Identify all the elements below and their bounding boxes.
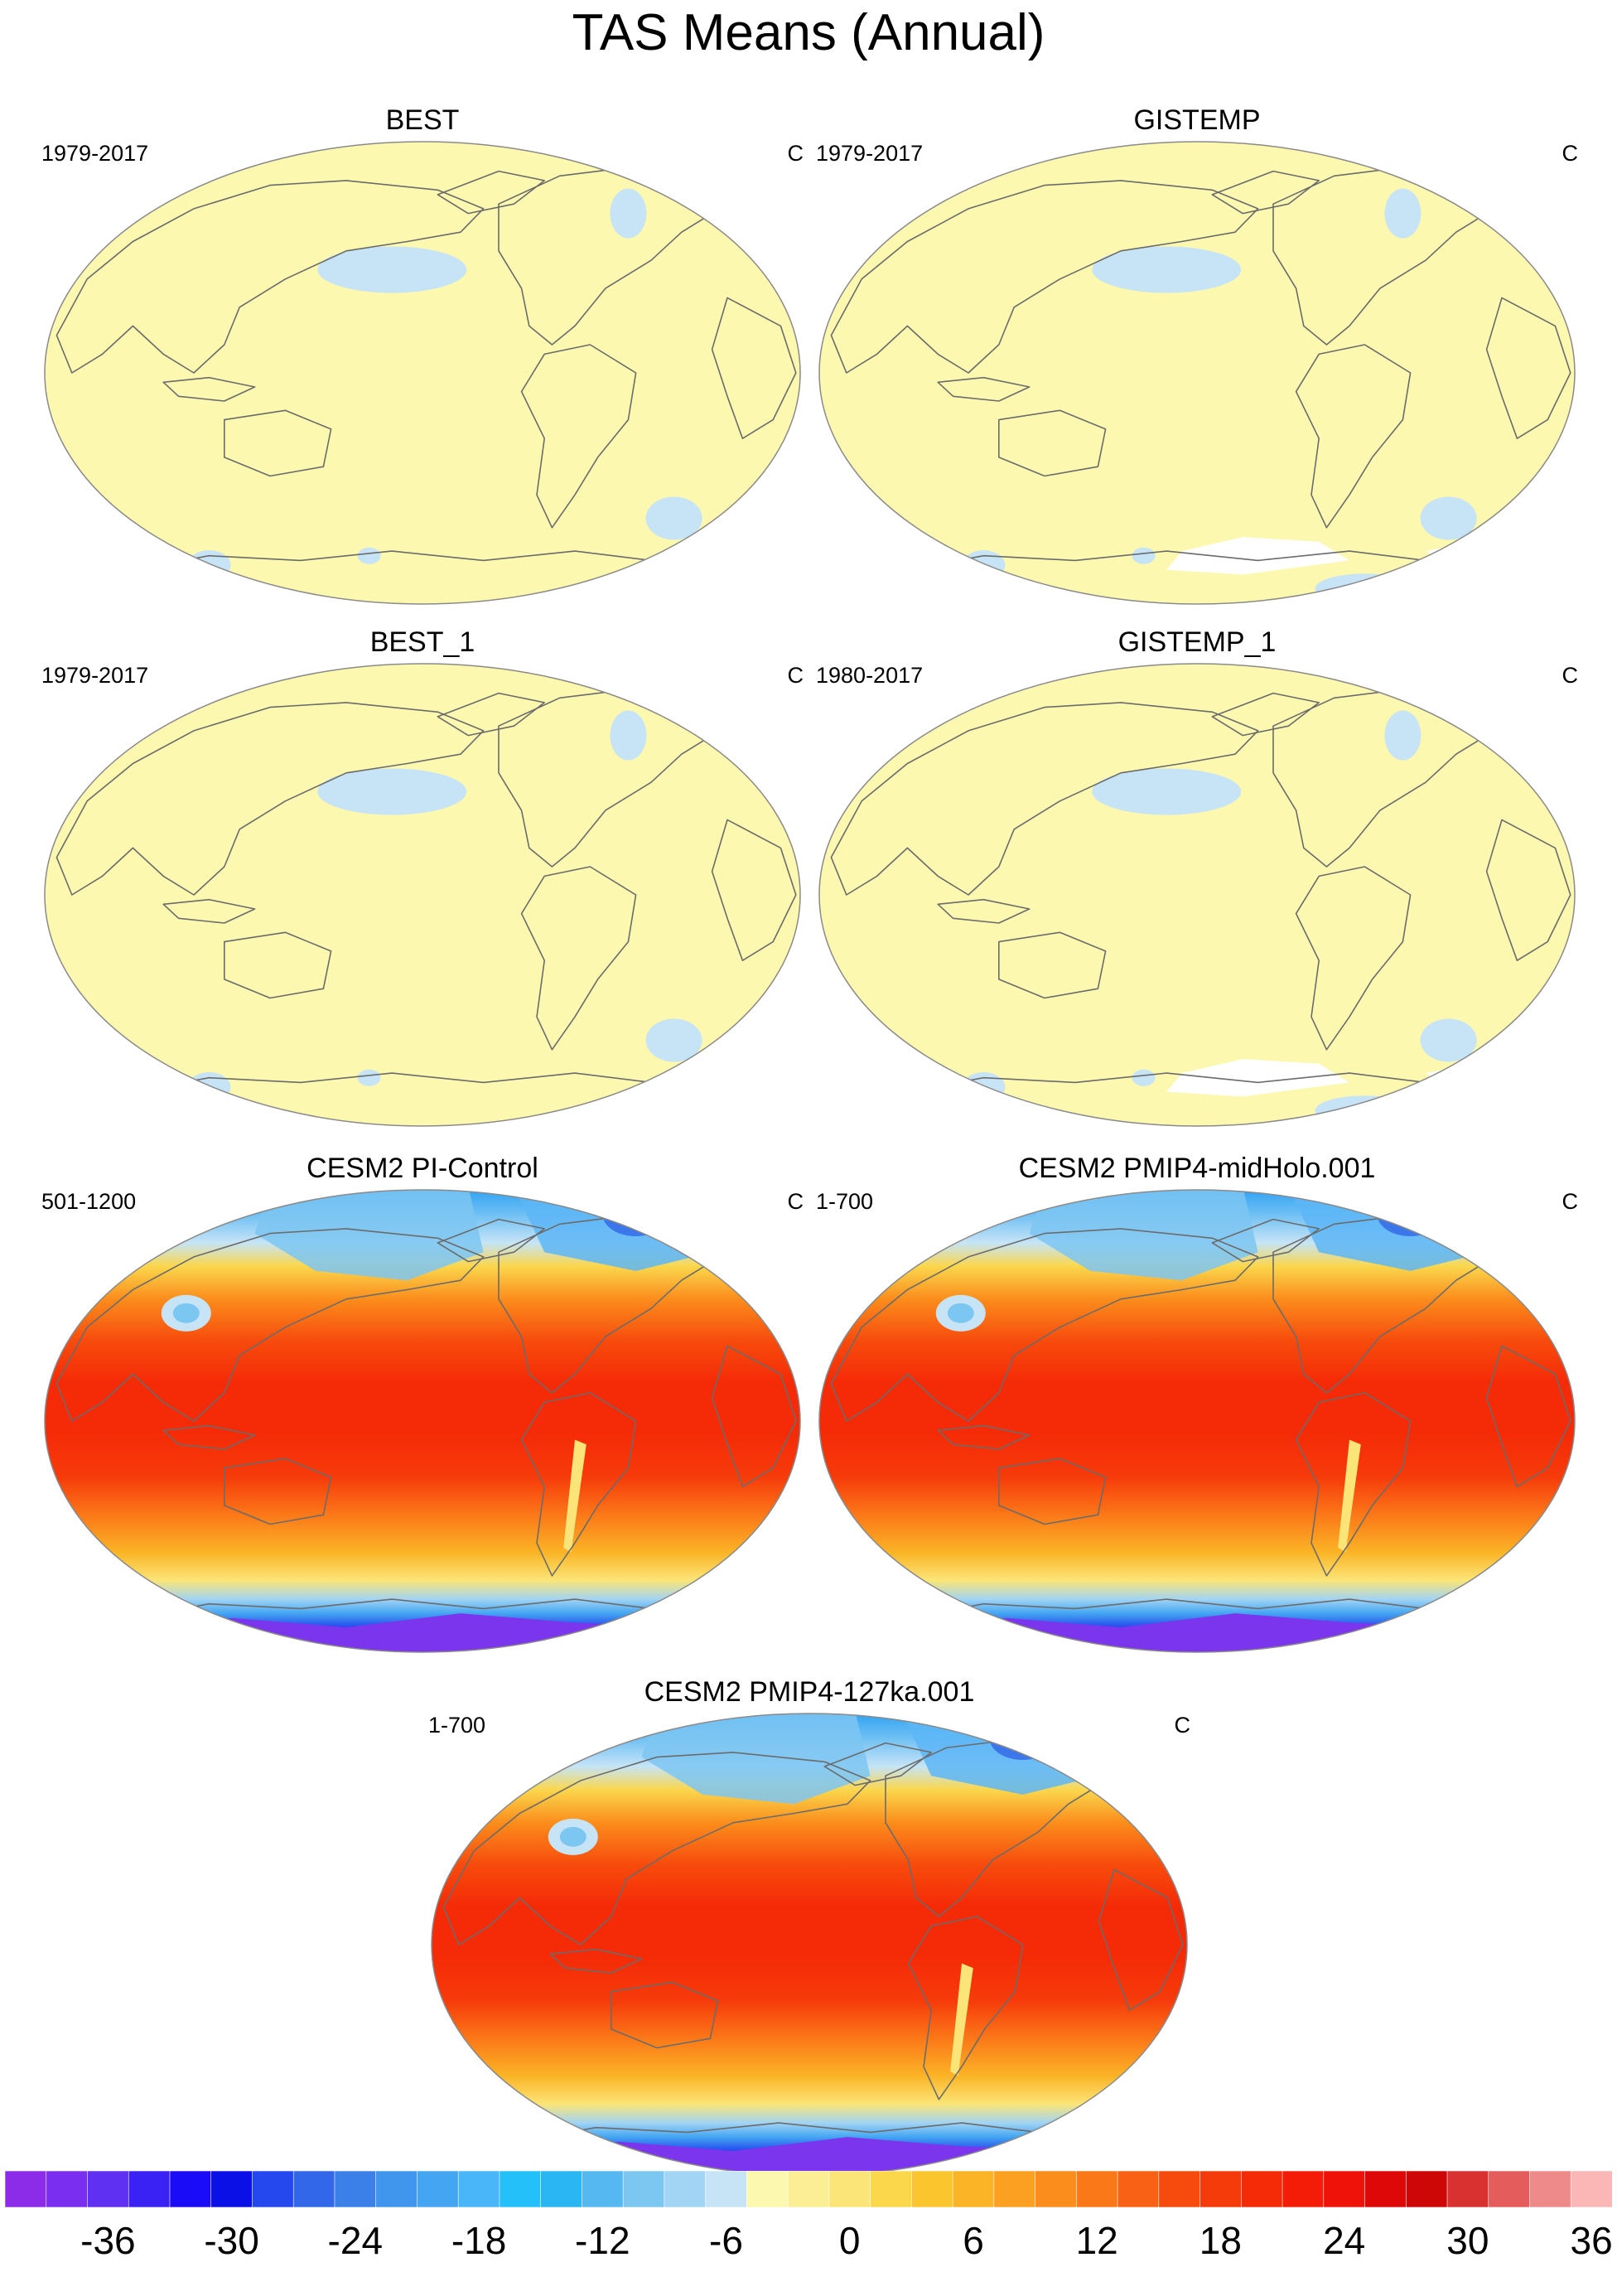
colorbar-tick-label: -12	[575, 2219, 630, 2262]
panel-title: CESM2 PI-Control	[307, 1153, 538, 1184]
panel-period-label: 1980-2017	[816, 663, 924, 688]
colorbar-swatch	[1199, 2171, 1243, 2207]
colorbar-swatch	[457, 2171, 500, 2207]
colorbar-tick-label: 18	[1199, 2219, 1242, 2262]
map-panel-best: BEST 1979-2017 C	[41, 102, 804, 607]
map-panel-gistemp: GISTEMP 1979-2017 C	[816, 102, 1578, 607]
world-map	[44, 141, 801, 605]
panel-period-label: 501-1200	[41, 1189, 137, 1214]
figure-title: TAS Means (Annual)	[572, 4, 1045, 61]
panel-period-label: 1-700	[428, 1713, 486, 1738]
colorbar-swatch	[622, 2171, 665, 2207]
colorbar-swatch	[746, 2171, 789, 2207]
colorbar-tick-label: -30	[204, 2219, 259, 2262]
colorbar-tick-label: 12	[1075, 2219, 1118, 2262]
world-map	[44, 663, 801, 1127]
map-panel-cesm2-pi-control: CESM2 PI-Control 501-1200 C	[41, 1150, 804, 1656]
panel-units-label: C	[1561, 141, 1579, 166]
world-map	[44, 1189, 801, 1653]
colorbar-tick-label: -18	[451, 2219, 507, 2262]
colorbar-swatch	[1241, 2171, 1283, 2207]
colorbar-swatch	[210, 2171, 253, 2207]
panel-units-label: C	[787, 141, 804, 166]
colorbar-strip	[5, 2171, 1612, 2207]
map-panel-best-1: BEST_1 1979-2017 C	[41, 624, 804, 1129]
panel-title: BEST_1	[369, 626, 475, 658]
colorbar-swatch	[1158, 2171, 1201, 2207]
colorbar-tick-label: 24	[1323, 2219, 1366, 2262]
map-panel-cesm2-midholo: CESM2 PMIP4-midHolo.001 1-700 C	[816, 1150, 1578, 1656]
colorbar-tick-label: 30	[1446, 2219, 1489, 2262]
panel-period-label: 1979-2017	[41, 663, 149, 688]
colorbar-swatch	[87, 2171, 129, 2207]
colorbar-swatch	[417, 2171, 459, 2207]
colorbar-swatch	[1570, 2171, 1612, 2207]
colorbar-swatch	[1076, 2171, 1118, 2207]
colorbar-swatch	[705, 2171, 748, 2207]
panel-title: CESM2 PMIP4-midHolo.001	[1018, 1153, 1376, 1184]
colorbar-swatch	[1488, 2171, 1531, 2207]
colorbar-swatch	[911, 2171, 953, 2207]
colorbar-tick-label: 36	[1570, 2219, 1613, 2262]
colorbar-tick-label: -24	[327, 2219, 384, 2262]
panel-title: CESM2 PMIP4-127ka.001	[644, 1676, 975, 1708]
world-map	[818, 663, 1576, 1127]
colorbar-swatch	[169, 2171, 212, 2207]
colorbar-swatch	[1323, 2171, 1366, 2207]
panel-title: GISTEMP_1	[1117, 626, 1277, 658]
panel-period-label: 1-700	[816, 1189, 874, 1214]
colorbar-swatch	[664, 2171, 707, 2207]
world-map	[818, 141, 1576, 605]
colorbar-swatch	[1405, 2171, 1448, 2207]
colorbar-swatch	[1035, 2171, 1078, 2207]
colorbar-swatch	[870, 2171, 913, 2207]
colorbar-swatch	[1529, 2171, 1571, 2207]
panel-period-label: 1979-2017	[41, 141, 149, 166]
colorbar-tick-label: -6	[709, 2219, 743, 2262]
panel-units-label: C	[1561, 1189, 1579, 1214]
colorbar-swatch	[1446, 2171, 1489, 2207]
panel-units-label: C	[1174, 1713, 1191, 1738]
world-map	[431, 1713, 1188, 2177]
colorbar-swatch	[334, 2171, 377, 2207]
panel-units-label: C	[1561, 663, 1579, 688]
colorbar-swatch	[499, 2171, 542, 2207]
colorbar-swatch	[1282, 2171, 1325, 2207]
panel-units-label: C	[787, 663, 804, 688]
colorbar-swatch	[952, 2171, 995, 2207]
colorbar-swatch	[582, 2171, 624, 2207]
map-panel-gistemp-1: GISTEMP_1 1980-2017 C	[816, 624, 1578, 1129]
colorbar-swatch	[5, 2171, 47, 2207]
colorbar-swatch	[292, 2171, 335, 2207]
colorbar-swatch	[1364, 2171, 1407, 2207]
colorbar-swatch	[787, 2171, 830, 2207]
colorbar-swatch	[540, 2171, 583, 2207]
panel-title: BEST	[385, 104, 460, 136]
colorbar-tick-labels: -36 -30 -24 -18 -12 -6 0 6 12 18 24 30 36	[5, 2209, 1613, 2292]
panel-period-label: 1979-2017	[816, 141, 924, 166]
panel-units-label: C	[787, 1189, 804, 1214]
colorbar-tick-label: 6	[963, 2219, 984, 2262]
colorbar-swatch	[46, 2171, 89, 2207]
colorbar-tick-label: 0	[838, 2219, 861, 2262]
colorbar-tick-label: -36	[80, 2219, 136, 2262]
colorbar-swatch	[828, 2171, 871, 2207]
colorbar-legend: -36 -30 -24 -18 -12 -6 0 6 12 18 24 30 36	[5, 2171, 1613, 2295]
colorbar-swatch	[1117, 2171, 1160, 2207]
colorbar-swatch	[375, 2171, 418, 2207]
colorbar-swatch	[128, 2171, 171, 2207]
panel-title: GISTEMP	[1133, 104, 1261, 136]
colorbar-swatch	[252, 2171, 294, 2207]
map-panel-cesm2-127ka: CESM2 PMIP4-127ka.001 1-700 C	[428, 1674, 1190, 2179]
world-map	[818, 1189, 1576, 1653]
colorbar-swatch	[993, 2171, 1036, 2207]
